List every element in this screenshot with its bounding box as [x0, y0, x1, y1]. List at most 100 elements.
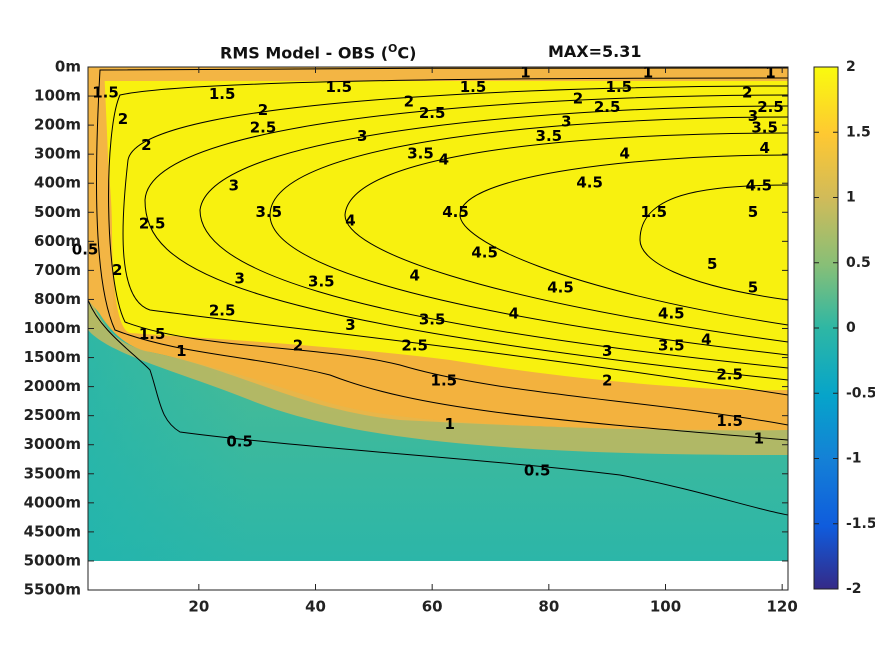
- contour-label: 4.5: [547, 278, 574, 296]
- y-tick-label: 1500m: [24, 348, 81, 366]
- contour-label: 5: [748, 203, 758, 221]
- y-tick-label: 800m: [34, 290, 81, 308]
- contour-label: 2: [258, 101, 268, 119]
- x-axis: 20 40 60 80 100 120: [188, 67, 798, 616]
- contour-line-4-5: [459, 154, 788, 326]
- y-tick-label: 4000m: [24, 493, 81, 511]
- contour-label: 3.5: [308, 273, 335, 291]
- contour-line-1: [96, 67, 788, 441]
- contour-label: 1: [444, 415, 454, 433]
- x-tick-label: 80: [538, 598, 559, 616]
- colorbar-tick-label: 1.5: [846, 124, 871, 140]
- contour-label: 2.5: [209, 302, 236, 320]
- contour-label: 2.5: [250, 119, 277, 137]
- contour-label: 2.5: [139, 214, 166, 232]
- colorbar-tick-label: 0: [846, 320, 856, 336]
- colorbar-tick-label: -1: [846, 451, 862, 467]
- contour-label: 5: [707, 255, 717, 273]
- contour-label: 1.5: [92, 84, 119, 102]
- colorbar-ticks: 2 1.5 1 0.5 0 -0.5 -1 -1.5 -2: [814, 59, 875, 597]
- contour-label: 3: [602, 342, 612, 360]
- contour-label: 3.5: [536, 127, 563, 145]
- contour-label: 3: [345, 316, 355, 334]
- contour-label: 1: [176, 342, 186, 360]
- contour-line-2-5: [144, 94, 788, 381]
- x-tick-label: 40: [305, 598, 326, 616]
- contour-label: 2: [602, 371, 612, 389]
- y-axis: 0m 100m 200m 300m 400m 500m 600m 700m 800m 1000m 1…: [24, 58, 788, 599]
- contour-label: 2.5: [419, 104, 446, 122]
- surface-layer: [88, 67, 788, 81]
- contour-label: 2: [573, 89, 583, 107]
- colorbar-tick-label: -0.5: [846, 385, 875, 401]
- y-tick-label: 3000m: [24, 435, 81, 453]
- contour-label: 2.5: [401, 336, 428, 354]
- contour-label: 1.5: [326, 78, 353, 96]
- contour-label: 4.5: [576, 174, 603, 192]
- contour-label: 2: [112, 261, 122, 279]
- contour-label: 1.5: [209, 85, 236, 103]
- contour-label: 1.5: [431, 371, 458, 389]
- contour-line-0-5: [88, 299, 788, 516]
- colorbar-tick-label: -1.5: [846, 516, 875, 532]
- y-tick-label: 300m: [34, 145, 81, 163]
- y-tick-label: 700m: [34, 261, 81, 279]
- contour-label: 3.5: [419, 310, 446, 328]
- y-tick-label: 5500m: [24, 581, 81, 599]
- contour-label: 4: [619, 145, 629, 163]
- contour-line-3: [199, 105, 788, 369]
- x-tick-label: 120: [767, 598, 798, 616]
- contour-label: 4.5: [658, 304, 685, 322]
- chart-title: RMS Model - OBS (OC): [220, 42, 417, 63]
- contour-label: 3.5: [658, 336, 685, 354]
- contour-label: 4.5: [442, 203, 469, 221]
- contour-label: 3: [561, 113, 571, 131]
- contour-label: 5: [748, 278, 758, 296]
- contour-label: 2.5: [716, 365, 743, 383]
- contour-label: 1.5: [460, 78, 487, 96]
- colorbar-tick-label: 1: [846, 190, 856, 206]
- contour-label: 1.5: [641, 203, 668, 221]
- contour-label: 4: [701, 331, 711, 349]
- contour-label: 2: [742, 84, 752, 102]
- contour-label: 1: [643, 63, 653, 81]
- contour-label: 3: [229, 177, 239, 195]
- y-tick-label: 2000m: [24, 377, 81, 395]
- contour-line-4: [344, 132, 788, 343]
- contour-label: 4.5: [471, 243, 498, 261]
- colorbar-tick-label: 0.5: [846, 255, 871, 271]
- contour-label: 3: [234, 270, 244, 288]
- saturated-core: [100, 75, 788, 391]
- contour-label: 2.5: [594, 98, 621, 116]
- y-tick-label: 2500m: [24, 406, 81, 424]
- x-tick-label: 60: [422, 598, 443, 616]
- contour-label: 4: [439, 150, 449, 168]
- y-tick-label: 400m: [34, 174, 81, 192]
- contour-label: 4: [759, 139, 769, 157]
- contour-label: 2: [118, 110, 128, 128]
- contour-label: 0.5: [72, 241, 99, 259]
- boundary-strip: [88, 67, 114, 330]
- max-value-label: MAX=5.31: [548, 42, 642, 61]
- contour-label: 0.5: [226, 432, 253, 450]
- contour-line-3-5: [269, 116, 788, 356]
- contour-label: 3: [357, 127, 367, 145]
- contour-label: 1: [754, 429, 764, 447]
- contour-label: 1.5: [139, 325, 166, 343]
- y-tick-label: 100m: [34, 87, 81, 105]
- y-tick-label: 0m: [55, 58, 81, 76]
- contour-label: 4: [345, 211, 355, 229]
- y-tick-label: 500m: [34, 203, 81, 221]
- contour-label: 3.5: [256, 203, 283, 221]
- contour-label: 2.5: [757, 98, 784, 116]
- contour-label: 3.5: [751, 119, 778, 137]
- y-tick-label: 200m: [34, 116, 81, 134]
- contour-label: 3: [748, 107, 758, 125]
- y-tick-label: 3500m: [24, 464, 81, 482]
- contour-lines: [88, 67, 788, 516]
- contour-line-2: [122, 85, 788, 396]
- contour-labels: 1.5 1.5 1.5 1.511.51 12 2 2 22.52.5 2.5 2.533 33.5…: [72, 63, 784, 479]
- contour-label: 1.5: [716, 412, 743, 430]
